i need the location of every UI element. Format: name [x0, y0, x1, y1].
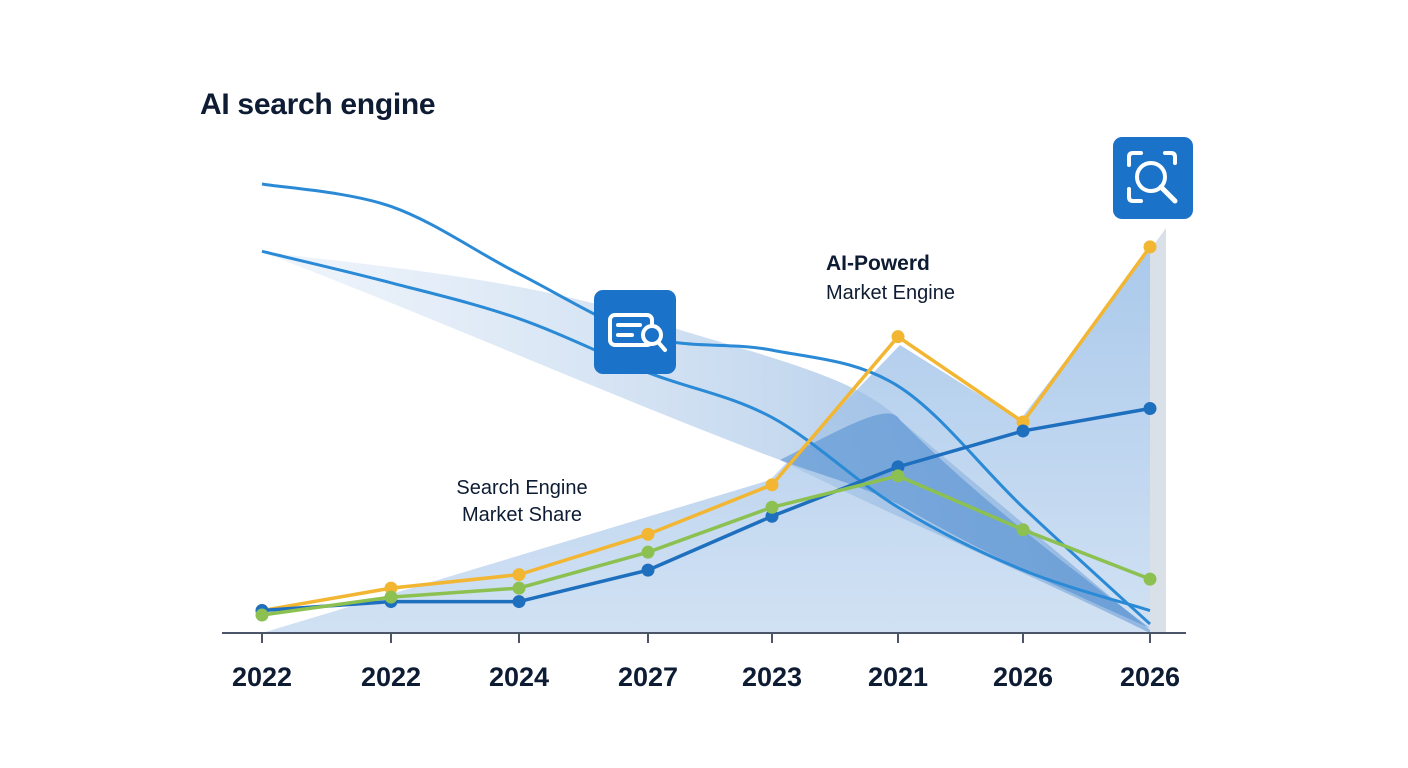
series-line-2 [261, 474, 1151, 617]
x-tick-label: 2021 [868, 662, 928, 692]
chart-title: AI search engine [200, 88, 436, 121]
x-tick-label: 2026 [1120, 662, 1180, 692]
annotation-ai-powered-subtitle: Market Engine [826, 282, 955, 304]
data-point [641, 527, 655, 541]
area-overlap [780, 413, 1150, 628]
series-line-1 [261, 406, 1151, 613]
data-point [512, 568, 526, 582]
data-point [512, 595, 526, 609]
data-point [512, 581, 526, 595]
area-layers [262, 228, 1166, 633]
data-point [891, 460, 905, 474]
data-point [765, 478, 779, 492]
annotation-ai-powered-title: AI-Powerd [826, 252, 930, 275]
data-point [255, 608, 269, 622]
x-tick-label: 2024 [489, 662, 549, 692]
x-tick-label: 2022 [232, 662, 292, 692]
data-point [1016, 424, 1030, 438]
curve-line-4 [261, 249, 1151, 612]
series-line-0 [261, 245, 1152, 613]
x-tick-label: 2027 [618, 662, 678, 692]
data-point [1143, 240, 1157, 254]
curve-series [261, 182, 1152, 626]
data-point [641, 545, 655, 559]
data-point [1143, 402, 1157, 415]
data-point [641, 563, 655, 577]
data-point [1016, 415, 1030, 429]
scan-search-icon [1113, 137, 1193, 219]
chat-search-icon [594, 290, 676, 374]
area-right-edge [1150, 228, 1166, 633]
data-point [765, 500, 779, 514]
data-point [891, 330, 905, 344]
data-point [384, 581, 398, 595]
area-background [262, 250, 1150, 633]
data-point [765, 509, 779, 523]
curve-line-3 [261, 182, 1152, 626]
marker-series [255, 240, 1157, 622]
x-tick-label: 2026 [993, 662, 1053, 692]
data-point [384, 590, 398, 604]
annotation-search-share-line2: Market Share [462, 504, 582, 526]
annotation-search-share-line1: Search Engine [456, 477, 587, 499]
data-point [891, 469, 905, 483]
data-point [1143, 572, 1157, 586]
x-tick-label: 2023 [742, 662, 802, 692]
x-tick-label: 2022 [361, 662, 421, 692]
x-axis-ticks: 2022 2022 2024 2027 2023 2021 2026 2026 [232, 633, 1180, 692]
data-point [1016, 523, 1030, 537]
